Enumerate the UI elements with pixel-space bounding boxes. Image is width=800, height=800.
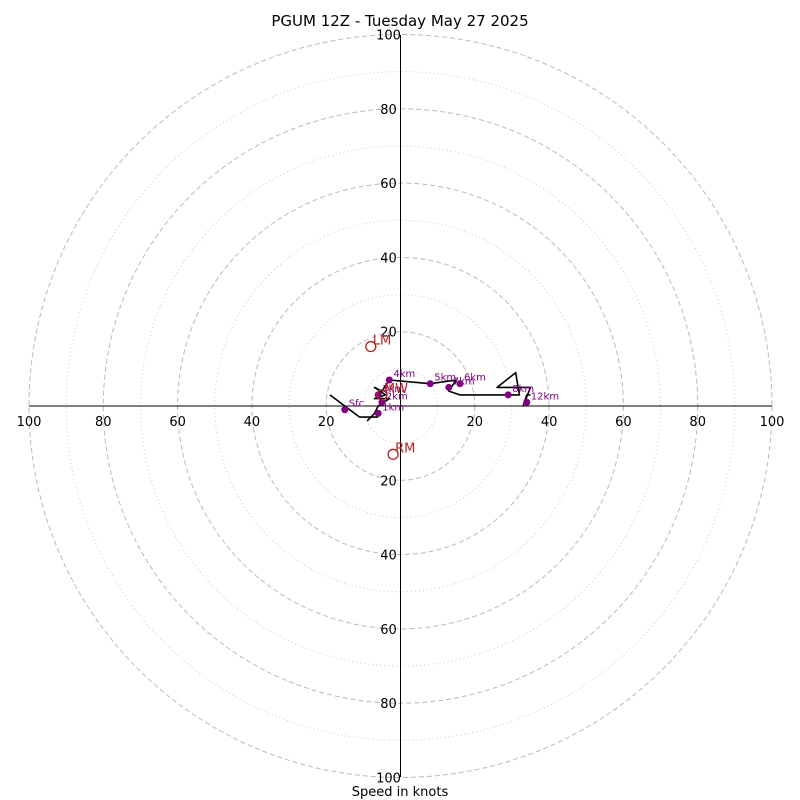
x-tick-label: 60 <box>615 415 632 430</box>
x-tick-label: 40 <box>244 415 261 430</box>
x-axis-label: Speed in knots <box>352 785 449 800</box>
height-point <box>341 406 349 414</box>
storm-motion-markers: LM RM MW <box>365 334 415 460</box>
y-tick-label: 20 <box>380 326 397 341</box>
y-tick-label: 40 <box>380 251 397 266</box>
storm-motion-marker <box>376 389 388 401</box>
height-point <box>378 398 386 406</box>
height-point-label: 7km <box>453 376 475 387</box>
y-tick-label: 80 <box>380 103 397 118</box>
x-tick-label: 20 <box>318 415 335 430</box>
height-point-label: 4km <box>393 369 415 380</box>
height-point <box>523 398 531 406</box>
axes-layer <box>29 35 772 777</box>
height-point <box>445 383 453 391</box>
height-point <box>385 376 393 384</box>
height-point-label: 8km <box>512 384 534 395</box>
x-tick-label: 80 <box>689 415 706 430</box>
y-tick-label: 60 <box>380 177 397 192</box>
storm-motion-marker <box>365 340 377 353</box>
storm-motion-label: MW <box>384 382 408 397</box>
height-point-label: 2km <box>386 391 408 402</box>
hodograph-lines <box>329 371 532 422</box>
height-point-label: 3km <box>382 384 404 395</box>
x-tick-label: 100 <box>760 415 785 430</box>
height-point-label: 5km <box>434 373 456 384</box>
x-tick-label: 80 <box>95 415 112 430</box>
height-point-label: 1km <box>382 402 404 413</box>
height-point <box>374 409 382 417</box>
height-point-label: 6km <box>464 373 486 384</box>
hodograph-trace <box>366 371 532 422</box>
storm-motion-label: LM <box>373 334 391 349</box>
height-point <box>504 391 512 399</box>
chart-title: PGUM 12Z - Tuesday May 27 2025 <box>271 12 528 30</box>
height-point-label: Sfc <box>349 399 364 410</box>
x-tick-label: 40 <box>541 415 558 430</box>
tick-labels: 100 80 60 40 20 20 40 60 80 100 100 80 60 40 20 20 40 60 8… <box>17 29 785 787</box>
y-tick-label: 100 <box>376 29 401 44</box>
height-point-label: 12km <box>531 391 559 402</box>
y-tick-label: 80 <box>380 697 397 712</box>
x-tick-label: 20 <box>467 415 484 430</box>
x-tick-label: 100 <box>17 415 42 430</box>
y-tick-label: 60 <box>380 623 397 638</box>
storm-motion-label: RM <box>395 441 415 456</box>
y-tick-label: 100 <box>376 772 401 787</box>
x-tick-label: 60 <box>169 415 186 430</box>
y-tick-label: 40 <box>380 549 397 564</box>
height-point <box>374 391 382 399</box>
hodograph-trace-low <box>329 394 379 418</box>
storm-motion-marker <box>387 448 399 460</box>
height-point <box>426 380 434 388</box>
y-tick-label: 20 <box>380 474 397 489</box>
height-point <box>456 380 464 388</box>
